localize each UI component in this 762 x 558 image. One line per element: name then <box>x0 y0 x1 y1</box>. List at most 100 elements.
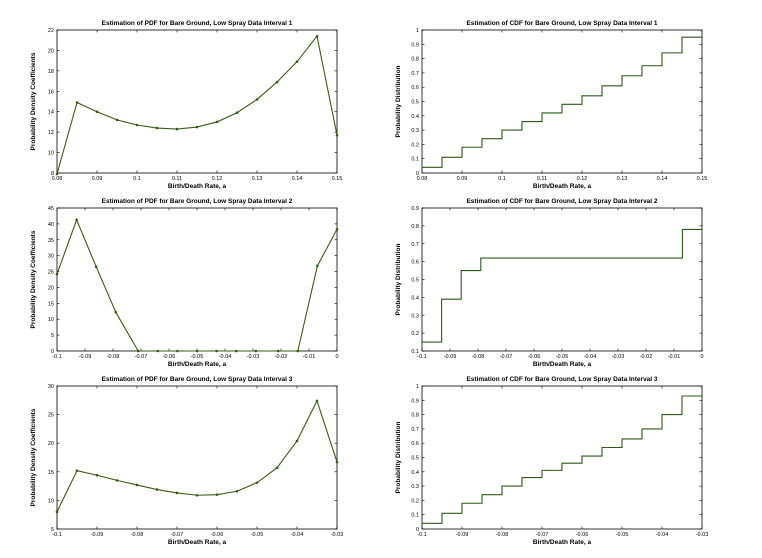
x-tick-label: 0.12 <box>212 176 223 182</box>
x-tick-label: 0.14 <box>657 176 668 182</box>
cdf-step-line <box>422 228 702 343</box>
x-axis-label: Birth/Death Rate, a <box>168 539 227 546</box>
y-tick-label: 0 <box>51 349 54 355</box>
x-tick-label: -0.1 <box>52 354 61 360</box>
data-point <box>275 466 279 470</box>
data-point <box>215 493 219 496</box>
x-tick-label: -0.05 <box>616 532 629 538</box>
x-tick-label: -0.05 <box>191 354 204 360</box>
data-point <box>275 80 279 84</box>
y-axis-label: Probability Distribution <box>395 66 402 138</box>
x-tick-label: -0.1 <box>417 354 426 360</box>
y-tick-label: 0.7 <box>411 427 419 433</box>
data-point <box>335 227 339 231</box>
y-axis-label: Probability Density Coefficients <box>30 408 37 506</box>
y-axis-label: Probability Density Coefficients <box>30 230 37 328</box>
data-point <box>254 349 258 353</box>
data-point <box>195 493 199 497</box>
x-tick-label: -0.03 <box>696 532 709 538</box>
y-tick-label: 25 <box>48 270 54 276</box>
y-tick-label: 30 <box>48 254 54 260</box>
x-tick-label: -0.09 <box>79 354 92 360</box>
chart-title: Estimation of PDF for Bare Ground, Low S… <box>102 376 293 383</box>
data-point <box>195 349 199 353</box>
y-tick-label: 0.3 <box>411 128 419 134</box>
chart-title: Estimation of CDF for Bare Ground, Low S… <box>466 20 657 27</box>
x-tick-label: 0.13 <box>252 176 263 182</box>
plot-area-frame <box>421 207 703 352</box>
data-point <box>175 127 179 131</box>
y-tick-label: 0.1 <box>411 513 419 519</box>
x-tick-label: 0.11 <box>537 176 547 182</box>
y-tick-label: 30 <box>48 384 54 390</box>
y-tick-label: 0.4 <box>411 295 419 301</box>
y-tick-label: 12 <box>48 130 54 136</box>
x-tick-label: -0.04 <box>291 532 304 538</box>
x-tick-label: -0.01 <box>668 354 681 360</box>
data-point <box>295 439 299 443</box>
data-point <box>175 491 179 495</box>
data-point <box>235 489 239 493</box>
y-tick-label: 10 <box>48 498 54 504</box>
y-tick-label: 15 <box>48 301 54 307</box>
x-tick-label: 0.15 <box>332 176 343 182</box>
x-tick-label: -0.03 <box>331 532 344 538</box>
y-tick-label: 14 <box>48 110 54 116</box>
plot-area-frame <box>56 385 338 530</box>
y-tick-label: 0.8 <box>411 57 419 63</box>
x-axis-label: Birth/Death Rate, a <box>533 539 592 546</box>
data-point <box>295 60 299 63</box>
data-point <box>95 110 99 114</box>
chart-panel-6: Estimation of CDF for Bare Ground, Low S… <box>395 376 708 546</box>
y-tick-label: 0.2 <box>411 498 419 504</box>
y-tick-label: 0.9 <box>411 398 419 404</box>
chart-title: Estimation of CDF for Bare Ground, Low S… <box>466 198 657 205</box>
data-point <box>235 111 239 115</box>
plot-area-frame <box>421 385 703 530</box>
y-tick-label: 20 <box>48 48 54 54</box>
data-point <box>115 479 119 482</box>
data-point <box>135 483 139 487</box>
x-tick-label: -0.03 <box>247 354 260 360</box>
x-tick-label: -0.05 <box>556 354 569 360</box>
y-tick-label: 0.7 <box>411 71 419 77</box>
data-point <box>315 399 319 403</box>
x-tick-label: -0.08 <box>107 354 120 360</box>
y-tick-label: 0.8 <box>411 413 419 419</box>
y-tick-label: 10 <box>48 317 54 323</box>
x-tick-label: -0.08 <box>496 532 509 538</box>
y-tick-label: 0.2 <box>411 142 419 148</box>
plot-area-frame <box>56 207 338 352</box>
x-tick-label: -0.1 <box>52 532 61 538</box>
x-tick-label: -0.08 <box>131 532 144 538</box>
data-point <box>316 264 319 268</box>
data-point <box>115 118 119 122</box>
data-point <box>155 126 159 130</box>
x-tick-label: -0.04 <box>656 532 669 538</box>
x-tick-label: -0.07 <box>500 354 513 360</box>
chart-title: Estimation of PDF for Bare Ground, Low S… <box>102 20 293 27</box>
y-axis-label: Probability Density Coefficients <box>30 52 37 150</box>
x-tick-label: -0.06 <box>576 532 589 538</box>
x-tick-label: -0.04 <box>584 354 597 360</box>
x-tick-label: 0.09 <box>92 176 103 182</box>
y-tick-label: 0.2 <box>411 331 419 337</box>
y-axis-label: Probability Distribution <box>395 422 402 494</box>
x-tick-label: 0.1 <box>498 176 506 182</box>
data-point <box>75 101 79 104</box>
x-tick-label: -0.07 <box>171 532 184 538</box>
y-tick-label: 16 <box>48 89 54 95</box>
x-tick-label: 0.08 <box>52 176 63 182</box>
x-tick-label: -0.07 <box>536 532 549 538</box>
x-tick-label: 0.09 <box>457 176 468 182</box>
y-tick-label: 20 <box>48 441 54 447</box>
data-point <box>55 172 59 176</box>
data-point <box>55 272 59 276</box>
y-tick-label: 0.6 <box>411 260 419 266</box>
y-tick-label: 1 <box>416 384 419 390</box>
data-point <box>315 34 319 38</box>
x-tick-label: -0.07 <box>135 354 148 360</box>
data-point <box>255 98 259 101</box>
y-tick-label: 45 <box>48 206 54 212</box>
